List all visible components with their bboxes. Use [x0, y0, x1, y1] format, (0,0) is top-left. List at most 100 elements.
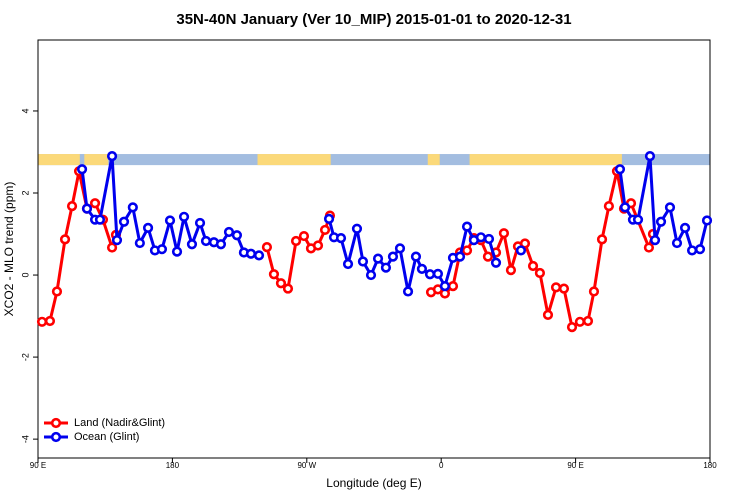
data-point	[164, 215, 176, 226]
data-point	[186, 239, 198, 250]
data-point	[171, 246, 183, 257]
data-point	[66, 201, 78, 212]
data-point	[701, 215, 713, 226]
land-band	[257, 154, 331, 166]
y-axis-label: XCO2 - MLO trend (ppm)	[2, 182, 16, 317]
x-tick-label: 180	[166, 461, 180, 470]
ocean-band	[38, 154, 710, 166]
data-point	[643, 242, 655, 253]
data-point	[671, 237, 683, 249]
data-point	[81, 203, 93, 214]
data-point	[655, 216, 667, 227]
data-point	[223, 226, 235, 238]
data-point	[231, 230, 243, 241]
data-point	[290, 235, 302, 247]
data-point	[475, 232, 487, 243]
data-point	[490, 257, 502, 268]
data-point	[596, 234, 608, 245]
x-tick-label: 90 E	[30, 461, 46, 470]
x-tick-label: 180	[703, 461, 717, 470]
data-point	[649, 235, 661, 246]
data-point	[44, 315, 56, 327]
data-point	[194, 217, 206, 229]
data-point	[632, 214, 644, 225]
data-point	[268, 269, 280, 280]
data-point	[527, 260, 539, 272]
data-point	[323, 213, 335, 224]
data-point	[380, 262, 392, 273]
legend-label: Ocean (Glint)	[74, 431, 139, 443]
data-point	[519, 238, 531, 249]
data-point	[142, 222, 154, 233]
data-point	[550, 282, 562, 293]
data-point	[245, 248, 257, 259]
x-tick-label: 90 W	[297, 461, 316, 470]
data-point	[134, 237, 145, 249]
data-point	[89, 198, 101, 209]
data-point	[410, 251, 422, 262]
data-point	[542, 309, 554, 320]
data-point	[253, 250, 265, 261]
data-point	[312, 240, 324, 251]
y-tick-label: 4	[20, 108, 30, 113]
data-point	[515, 245, 527, 256]
data-point	[178, 211, 190, 222]
data-point	[118, 216, 130, 227]
data-point	[106, 242, 118, 253]
data-point	[582, 315, 594, 327]
legend-label: Land (Nadir&Glint)	[74, 417, 165, 429]
plot-frame	[37, 39, 711, 459]
legend-marker	[50, 417, 62, 429]
data-point	[342, 258, 354, 270]
land-band	[469, 154, 622, 166]
data-point	[76, 164, 88, 175]
data-point	[588, 286, 600, 297]
data-point	[387, 251, 399, 262]
data-point	[351, 223, 363, 234]
data-point	[483, 233, 495, 245]
data-point	[215, 239, 227, 250]
data-point	[365, 269, 377, 281]
data-point	[603, 201, 615, 212]
data-point	[534, 267, 546, 279]
chart-title: 35N-40N January (Ver 10_MIP) 2015-01-01 …	[176, 11, 571, 28]
data-point	[498, 228, 510, 239]
data-point	[454, 251, 466, 262]
land-band	[427, 154, 440, 166]
data-point	[111, 235, 123, 246]
data-point	[679, 222, 691, 233]
data-point	[461, 245, 473, 256]
data-point	[664, 202, 676, 213]
data-point	[505, 265, 517, 276]
data-point	[447, 281, 459, 292]
data-point	[127, 202, 138, 213]
data-point	[439, 281, 451, 292]
land-band	[84, 154, 109, 166]
data-point	[335, 233, 347, 244]
data-point	[402, 286, 414, 297]
x-tick-label: 90 E	[567, 461, 583, 470]
x-tick-label: 0	[439, 461, 444, 470]
data-point	[558, 283, 570, 294]
data-point	[394, 243, 406, 254]
data-point	[156, 244, 168, 255]
data-point	[59, 234, 71, 245]
data-point	[416, 263, 428, 274]
legend-marker	[50, 431, 62, 443]
data-point	[424, 269, 436, 280]
data-point	[106, 150, 118, 162]
data-point	[619, 202, 631, 213]
data-point	[644, 150, 656, 162]
data-point	[319, 224, 331, 236]
data-point	[36, 316, 48, 327]
x-axis-label: Longitude (deg E)	[326, 476, 421, 490]
data-point	[261, 242, 273, 253]
data-point	[298, 230, 310, 242]
data-point	[200, 235, 212, 247]
data-point	[357, 256, 369, 267]
data-point	[614, 164, 626, 175]
y-tick-label: 0	[20, 273, 30, 278]
data-point	[94, 214, 106, 225]
data-point	[275, 278, 287, 289]
land-band	[38, 154, 80, 166]
